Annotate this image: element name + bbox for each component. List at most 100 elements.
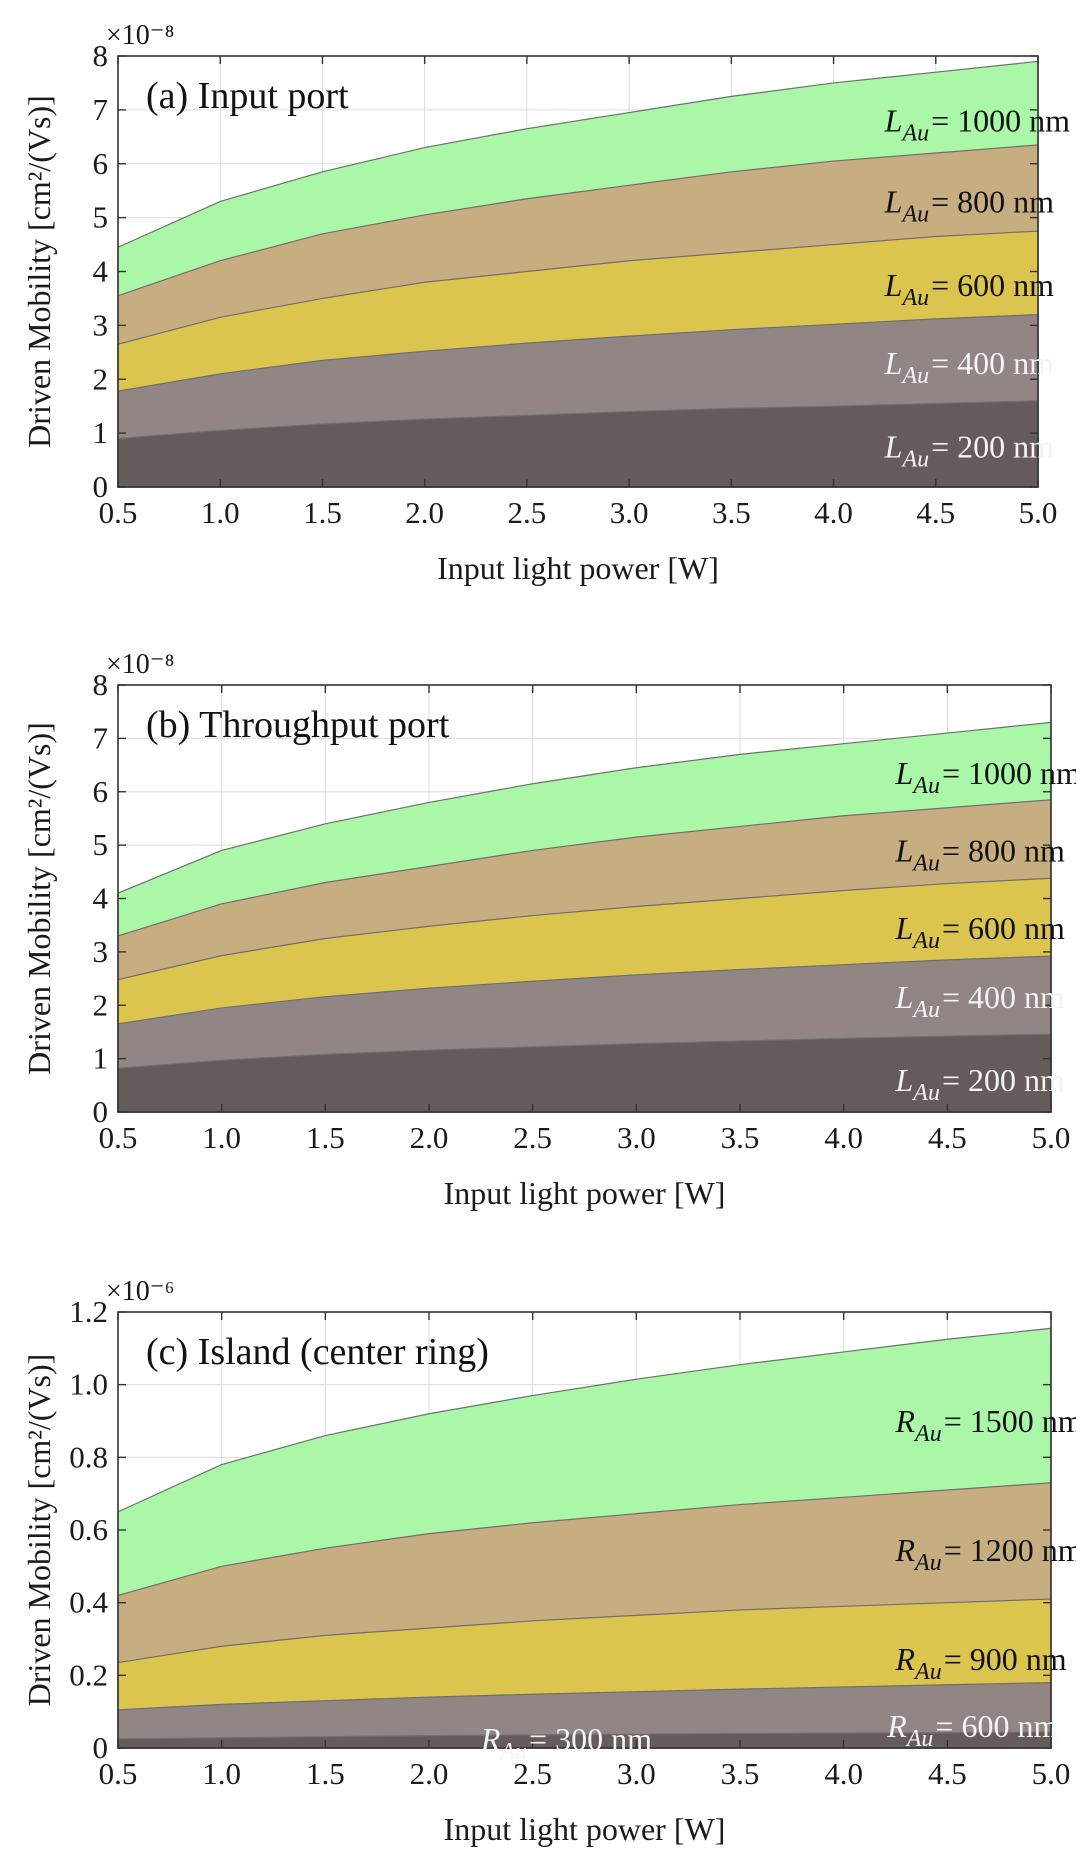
y-exponent-label: ×10⁻⁸ [106, 649, 174, 680]
series-label-3: RAu= 900 nm [895, 1641, 1067, 1685]
x-tick-label: 3.0 [617, 1120, 656, 1155]
series-label-value: = 200 nm [942, 1062, 1065, 1098]
series-label-5: LAu= 200 nm [895, 1062, 1066, 1106]
x-axis-title: Input light power [W] [444, 1175, 726, 1211]
series-label-subscript: Au [900, 285, 929, 311]
y-tick-label: 0 [93, 1730, 109, 1765]
y-tick-label: 3 [93, 934, 109, 969]
series-label-value: = 400 nm [931, 345, 1054, 381]
y-tick-label: 0 [93, 469, 109, 504]
chart-panel-1: 0.5 1.0 1.5 2.0 2.5 3.0 3.5 4.0 4.5 5.0 0 1 2 3 4 5 6 7 8×… [21, 20, 1070, 586]
series-label-symbol: R [895, 1532, 916, 1568]
y-tick-label: 6 [93, 774, 109, 809]
series-label-symbol: R [895, 1641, 916, 1677]
y-tick-label: 7 [93, 92, 109, 127]
y-tick-label: 0.2 [69, 1657, 108, 1692]
y-tick-label: 1.0 [69, 1367, 108, 1402]
x-tick-label: 2.0 [405, 495, 444, 530]
series-label-subscript: Au [900, 363, 929, 389]
series-label-subscript: Au [913, 1659, 942, 1685]
series-label-5: LAu= 200 nm [884, 429, 1055, 473]
x-tick-label: 4.0 [814, 495, 853, 530]
series-label-subscript: Au [911, 773, 940, 799]
x-tick-label: 3.5 [721, 1120, 760, 1155]
x-tick-label: 0.5 [99, 1120, 138, 1155]
series-label-subscript: Au [900, 447, 929, 473]
x-axis-title: Input light power [W] [437, 550, 719, 586]
series-label-symbol: R [480, 1721, 501, 1757]
series-label-subscript: Au [911, 1080, 940, 1106]
x-axis-title: Input light power [W] [444, 1811, 726, 1847]
x-tick-label: 1.5 [303, 495, 342, 530]
x-tick-label: 1.0 [201, 495, 240, 530]
x-tick-label: 1.0 [202, 1120, 241, 1155]
y-tick-label: 0.4 [69, 1585, 108, 1620]
series-label-3: LAu= 600 nm [884, 267, 1055, 311]
chart-panel-3: 0.5 1.0 1.5 2.0 2.5 3.0 3.5 4.0 4.5 5.0 0 0.2 0.4 0.6… [21, 1276, 1076, 1847]
y-tick-label: 8 [93, 38, 109, 73]
y-tick-label: 4 [93, 881, 109, 916]
x-tick-label: 4.5 [916, 495, 955, 530]
x-tick-label: 1.5 [306, 1120, 345, 1155]
panel-label: (a) Input port [146, 75, 349, 117]
series-label-1: LAu= 1000 nm [884, 103, 1071, 147]
x-tick-label: 2.5 [513, 1756, 552, 1791]
series-label-value: = 1000 nm [931, 103, 1070, 139]
series-label-symbol: R [895, 1403, 916, 1439]
x-tick-label: 3.0 [610, 495, 649, 530]
x-tick-label: 2.5 [508, 495, 547, 530]
y-tick-label: 8 [93, 667, 109, 702]
series-label-symbol: L [895, 910, 914, 946]
series-label-value: = 1500 nm [944, 1403, 1076, 1439]
series-label-subscript: Au [911, 997, 940, 1023]
y-axis-title: Driven Mobility [cm²/(Vs)] [21, 722, 57, 1075]
y-tick-label: 3 [93, 307, 109, 342]
x-tick-label: 2.0 [410, 1120, 449, 1155]
chart-panel-2: 0.5 1.0 1.5 2.0 2.5 3.0 3.5 4.0 4.5 5.0 0 1 2 3 4 5 6 7 8×… [21, 649, 1076, 1211]
series-label-5: RAu= 300 nm [480, 1721, 652, 1765]
y-exponent-label: ×10⁻⁸ [106, 20, 174, 51]
x-tick-label: 2.5 [513, 1120, 552, 1155]
series-label-subscript: Au [911, 928, 940, 954]
series-label-value: = 1000 nm [942, 755, 1076, 791]
y-tick-label: 1 [93, 1041, 109, 1076]
series-label-value: = 600 nm [935, 1708, 1058, 1744]
series-label-symbol: L [895, 832, 914, 868]
series-label-value: = 800 nm [931, 183, 1054, 219]
series-label-2: LAu= 800 nm [884, 183, 1055, 227]
series-label-subscript: Au [900, 201, 929, 227]
series-label-1: LAu= 1000 nm [895, 755, 1076, 799]
y-tick-label: 1.2 [69, 1294, 108, 1329]
series-label-2: RAu= 1200 nm [895, 1532, 1076, 1576]
series-label-value: = 1200 nm [944, 1532, 1076, 1568]
panel-label: (b) Throughput port [146, 704, 450, 746]
x-tick-label: 4.0 [824, 1756, 863, 1791]
y-exponent-label: ×10⁻⁶ [106, 1276, 174, 1307]
x-tick-label: 3.0 [617, 1756, 656, 1791]
y-tick-label: 0.6 [69, 1512, 108, 1547]
y-tick-label: 5 [93, 827, 109, 862]
series-label-symbol: R [886, 1708, 907, 1744]
series-label-symbol: L [895, 979, 914, 1015]
y-axis-title: Driven Mobility [cm²/(Vs)] [21, 1354, 57, 1707]
series-label-value: = 200 nm [931, 429, 1054, 465]
x-tick-label: 1.5 [306, 1756, 345, 1791]
x-tick-label: 4.5 [928, 1120, 967, 1155]
series-label-subscript: Au [913, 1550, 942, 1576]
series-label-value: = 900 nm [944, 1641, 1067, 1677]
y-tick-label: 7 [93, 720, 109, 755]
series-label-value: = 600 nm [931, 267, 1054, 303]
y-tick-label: 2 [93, 361, 109, 396]
series-label-subscript: Au [900, 121, 929, 147]
series-label-2: LAu= 800 nm [895, 832, 1066, 876]
series-label-4: LAu= 400 nm [884, 345, 1055, 389]
series-label-symbol: L [884, 183, 903, 219]
series-label-symbol: L [895, 1062, 914, 1098]
x-tick-label: 2.0 [410, 1756, 449, 1791]
series-label-4: RAu= 600 nm [886, 1708, 1058, 1752]
x-tick-label: 0.5 [99, 1756, 138, 1791]
series-label-value: = 400 nm [942, 979, 1065, 1015]
series-label-symbol: L [884, 267, 903, 303]
series-label-value: = 800 nm [942, 832, 1065, 868]
